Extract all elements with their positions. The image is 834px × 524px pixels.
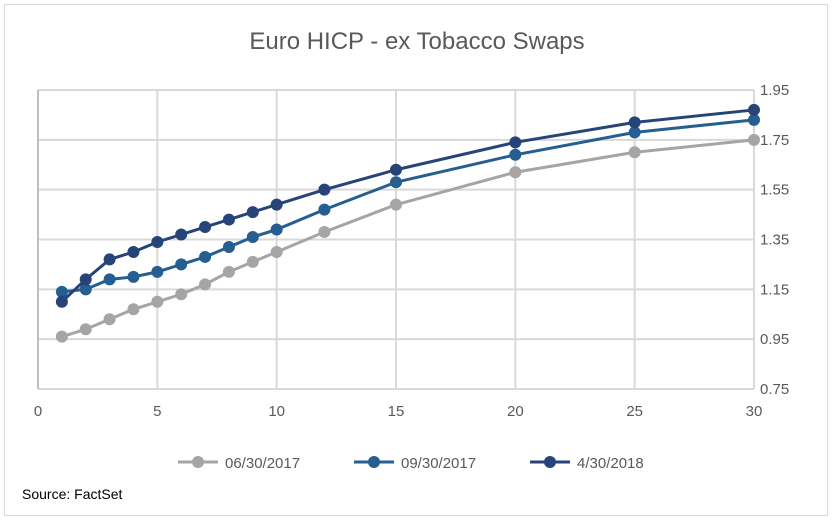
data-point [127,245,140,258]
data-point [748,103,760,116]
data-point [199,250,212,263]
legend-label: 09/30/2017 [401,455,476,472]
data-point [79,273,92,286]
data-point [55,285,68,298]
source-note: Source: FactSet [22,486,123,502]
data-point [509,148,522,161]
data-point [222,213,235,226]
data-point [151,295,164,308]
y-tick-label: 1.95 [760,82,789,99]
data-point [318,203,331,216]
y-tick-label: 1.75 [760,132,789,149]
series-line [61,118,755,294]
data-point [390,198,402,211]
data-point [246,206,259,219]
data-point [318,183,331,196]
data-point [127,270,140,283]
data-point [175,228,188,241]
x-tick-label: 30 [746,403,763,420]
data-point [55,330,68,343]
data-point [222,240,235,253]
legend-marker [192,456,204,468]
data-point [103,313,116,326]
data-point [270,223,283,236]
data-point [222,265,235,278]
data-point [628,146,641,159]
data-point [628,126,641,139]
data-point [270,198,283,211]
data-point [628,116,641,129]
data-point [175,258,188,271]
legend-label: 06/30/2017 [225,455,300,472]
x-tick-label: 10 [268,403,285,420]
data-point [390,163,402,176]
x-tick-label: 20 [507,403,524,420]
data-point [246,231,259,244]
data-point [509,136,522,149]
data-point [246,255,259,268]
y-tick-label: 1.15 [760,281,789,298]
data-point [318,226,331,239]
data-point [151,235,164,248]
x-tick-label: 15 [388,403,405,420]
chart-title: Euro HICP - ex Tobacco Swaps [249,28,585,55]
x-tick-label: 5 [153,403,161,420]
data-point [151,265,164,278]
y-tick-label: 1.55 [760,182,789,199]
data-point [79,283,92,296]
data-point [103,253,116,266]
y-tick-label: 0.95 [760,331,789,348]
y-tick-label: 0.75 [760,381,789,398]
data-point [748,133,760,146]
legend-label: 4/30/2018 [577,455,644,472]
data-point [748,113,760,126]
data-point [390,176,402,189]
legend-marker [368,456,380,468]
x-tick-label: 25 [626,403,643,420]
y-tick-label: 1.35 [760,232,789,249]
series-line [60,108,755,303]
data-point [79,323,92,336]
data-point [270,245,283,258]
data-point [199,221,212,234]
data-point [509,166,522,179]
legend-marker [544,456,556,468]
data-point [175,288,188,301]
data-point [55,295,68,308]
x-tick-label: 0 [34,403,42,420]
data-point [127,303,140,316]
data-point [199,278,212,291]
chart-frame [4,4,828,516]
data-point [103,273,116,286]
